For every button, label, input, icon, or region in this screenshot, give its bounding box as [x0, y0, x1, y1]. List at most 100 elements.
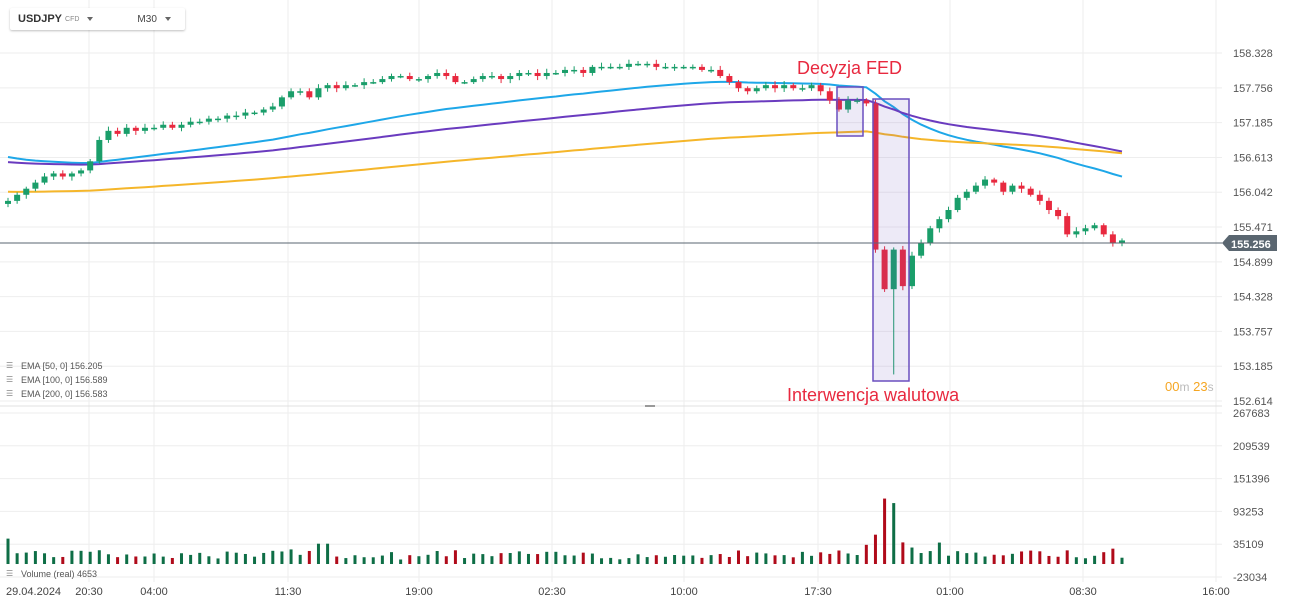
volume-bar: [472, 553, 476, 565]
volume-bar: [618, 559, 622, 565]
candle-body: [96, 139, 103, 162]
candle-body: [1073, 231, 1080, 235]
timeframe-selector[interactable]: M30: [137, 13, 157, 25]
volume-bar: [33, 551, 37, 565]
price-tick-label: 153.757: [1233, 326, 1273, 338]
volume-bar: [663, 556, 667, 565]
volume-bar: [947, 555, 951, 565]
intervention-annotation: Interwencja walutowa: [787, 385, 960, 405]
countdown-seconds: 23: [1193, 379, 1208, 394]
candle-body: [379, 79, 386, 83]
price-tick-label: 155.471: [1233, 222, 1273, 234]
indicator-label: Volume (real) 4653: [21, 569, 98, 579]
volume-bar: [545, 551, 549, 565]
volume-tick-label: -23034: [1233, 572, 1267, 584]
indicator-settings-icon[interactable]: ☰: [6, 569, 14, 578]
volume-bar: [52, 557, 56, 565]
candle-body: [14, 194, 21, 201]
time-tick-label: 16:00: [1202, 586, 1230, 598]
time-tick-label: 10:00: [670, 586, 698, 598]
indicator-settings-icon[interactable]: ☰: [6, 389, 14, 398]
candle-body: [461, 82, 468, 84]
volume-bar: [271, 550, 275, 565]
volume-bar: [481, 554, 485, 565]
volume-bar: [572, 555, 576, 565]
candle-body: [479, 76, 486, 80]
candle-body: [908, 255, 915, 287]
volume-bar: [106, 554, 110, 565]
volume-bar: [1010, 553, 1014, 565]
volume-bar: [828, 553, 832, 565]
candle-body: [972, 185, 979, 192]
bar-countdown: 00m 23s: [1165, 379, 1214, 394]
candle-body: [516, 72, 523, 77]
candle-body: [662, 66, 669, 69]
volume-bar: [892, 503, 896, 565]
candle-body: [744, 88, 751, 92]
price-tick-label: 157.185: [1233, 118, 1273, 130]
svg-text:155.256: 155.256: [1231, 239, 1271, 251]
indicator-volume[interactable]: ☰ Volume (real) 4653: [6, 569, 97, 579]
volume-bar: [526, 553, 530, 565]
volume-bar: [1029, 550, 1033, 565]
price-axis: 158.328 157.756 157.185 156.613 156.042 155.4…: [1233, 48, 1273, 408]
volume-bar: [810, 555, 814, 565]
volume-bar: [508, 553, 512, 565]
volume-bar: [380, 555, 384, 565]
countdown-minutes: 00: [1165, 379, 1180, 394]
candle-body: [562, 69, 568, 73]
volume-bar: [134, 556, 138, 565]
volume-bar: [435, 551, 439, 565]
candle-body: [552, 72, 559, 75]
volume-bar: [956, 551, 960, 565]
indicator-label: EMA [100, 0] 156.589: [21, 375, 108, 385]
pane-resize-handle[interactable]: [645, 405, 655, 407]
time-tick-label: 08:30: [1069, 586, 1097, 598]
volume-bar: [937, 542, 941, 565]
candle-body: [635, 63, 642, 66]
indicator-ema50[interactable]: ☰ EMA [50, 0] 156.205: [6, 361, 103, 371]
candle-body: [799, 88, 806, 90]
volume-bar: [116, 557, 120, 565]
candle-body: [324, 85, 331, 89]
indicator-ema200[interactable]: ☰ EMA [200, 0] 156.583: [6, 389, 108, 399]
grid-lines: [0, 0, 1222, 582]
candle-body: [1045, 200, 1052, 211]
candle-body: [543, 72, 550, 77]
candle-body: [790, 85, 797, 89]
candle-body: [59, 173, 66, 177]
volume-bar: [453, 550, 457, 565]
symbol-chevron-down-icon[interactable]: [87, 17, 94, 21]
indicator-settings-icon[interactable]: ☰: [6, 361, 14, 370]
candle-body: [141, 127, 148, 131]
volume-bar: [682, 555, 686, 565]
timeframe-chevron-down-icon[interactable]: [164, 17, 171, 21]
price-tick-label: 156.042: [1233, 187, 1273, 199]
candle-body: [132, 127, 139, 131]
volume-bar: [1065, 550, 1069, 565]
symbol-name[interactable]: USDJPY: [18, 13, 63, 25]
indicator-settings-icon[interactable]: ☰: [6, 375, 14, 384]
candle-body: [315, 88, 322, 98]
volume-bar: [864, 544, 868, 565]
fed-decision-box: [836, 86, 864, 137]
volume-tick-label: 35109: [1233, 539, 1264, 551]
ema50-line: [7, 80, 1123, 178]
candle-body: [936, 219, 943, 229]
candle-body: [580, 69, 587, 73]
volume-tick-label: 209539: [1233, 441, 1270, 453]
candle-body: [488, 76, 495, 78]
volume-bar: [590, 553, 594, 565]
volume-bar: [1001, 555, 1005, 565]
candle-body: [50, 173, 57, 177]
symbol-toolbar: USDJPY CFD M30: [10, 8, 185, 30]
ema200-line: [7, 130, 1123, 193]
candle-body: [881, 249, 888, 290]
candle-body: [470, 79, 477, 83]
volume-bar: [974, 552, 978, 565]
candle-body: [571, 69, 578, 72]
volume-bar: [253, 556, 257, 565]
indicator-ema100[interactable]: ☰ EMA [100, 0] 156.589: [6, 375, 108, 385]
